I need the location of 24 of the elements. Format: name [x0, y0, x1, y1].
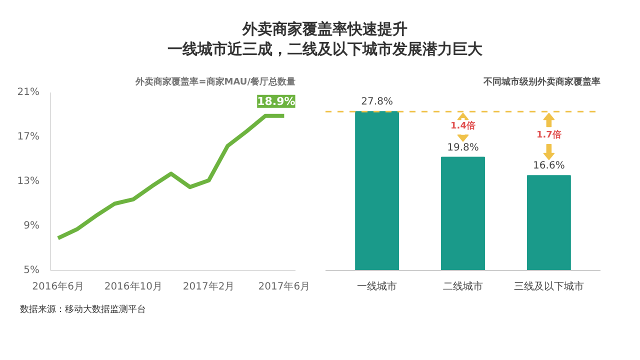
x-tick-label: 一线城市: [357, 280, 398, 292]
annotation: 1.4倍: [450, 120, 476, 132]
text: 外卖商家覆盖率=商家MAU/餐厅总数量: [134, 76, 296, 88]
y-tick-label: 17%: [17, 132, 40, 142]
x-tick-label: 2016年6月: [32, 280, 84, 292]
y-tick-label: 5%: [24, 265, 40, 276]
annotation: 18.9%: [257, 94, 296, 108]
x-tick-label: 三线及以下城市: [514, 280, 584, 292]
data-label: 27.8%: [361, 96, 393, 108]
chart-subtitle: 一线城市近三成，二线及以下城市发展潜力巨大: [168, 40, 482, 58]
chart-title: 外卖商家覆盖率快速提升: [242, 20, 408, 38]
y-tick-label: 13%: [17, 176, 40, 187]
x-tick-label: 2017年2月: [182, 280, 235, 292]
source-note: 数据来源：移动大数据监测平台: [19, 304, 146, 317]
y-tick-label: 9%: [24, 220, 40, 232]
y-tick-label: 21%: [17, 87, 40, 98]
x-tick-label: 2017年6月: [258, 280, 310, 292]
chart-title: 不同城市级别外卖商家覆盖率: [482, 76, 600, 88]
line-series: [56, 114, 286, 240]
x-tick-label: 2016年10月: [104, 280, 163, 292]
data-label: 16.6%: [533, 160, 565, 172]
annotation: 1.7倍: [536, 130, 562, 141]
x-tick-label: 二线城市: [443, 280, 483, 292]
data-label: 19.8%: [447, 142, 479, 154]
